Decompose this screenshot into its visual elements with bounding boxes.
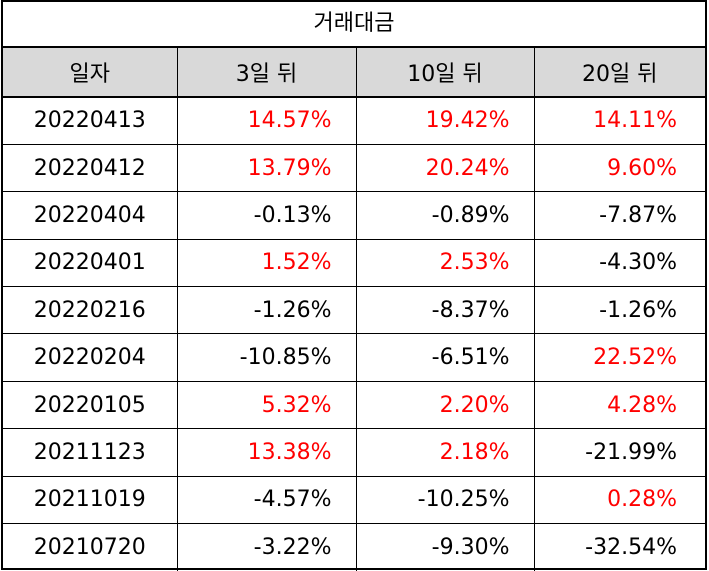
date-cell: 20220216 [3,286,178,335]
date-cell: 20220404 [3,191,178,240]
return-3-days-cell: -1.26% [177,286,357,335]
return-10-days-cell: 20.24% [356,144,535,193]
header-20-days-after: 20일 뒤 [534,48,705,98]
return-20-days-cell: -21.99% [534,428,705,477]
header-row: 일자 3일 뒤 10일 뒤 20일 뒤 [3,48,705,98]
return-3-days-cell: 1.52% [177,239,357,288]
return-3-days-cell: -0.13% [177,191,357,240]
return-20-days-cell: 14.11% [534,97,705,145]
date-cell: 20211123 [3,428,178,477]
return-10-days-cell: -10.25% [356,476,535,525]
date-cell: 20210720 [3,523,178,571]
header-10-days-after: 10일 뒤 [356,48,535,98]
return-10-days-cell: 2.18% [356,428,535,477]
return-3-days-cell: 14.57% [177,97,357,145]
return-20-days-cell: -32.54% [585,534,677,560]
table-row: 20220401 1.52% 2.53% -4.30% [3,239,705,288]
return-20-days-cell: -4.30% [534,239,705,288]
return-20-days-cell: 4.28% [534,381,705,430]
return-10-days-cell: -6.51% [356,333,535,382]
table-row: 20220413 14.57% 19.42% 14.11% [3,97,705,145]
table-row: 20220204 -10.85% -6.51% 22.52% [3,333,705,382]
return-3-days-cell: 5.32% [177,381,357,430]
return-20-days-cell: -7.87% [534,191,705,240]
table-row: 20220412 13.79% 20.24% 9.60% [3,144,705,193]
return-10-days-cell: -9.30% [356,523,535,571]
date-cell: 20211019 [3,476,178,525]
return-10-days-cell: -0.89% [356,191,535,240]
return-3-days-cell: -3.22% [177,523,357,571]
return-3-days-cell: 13.79% [177,144,357,193]
return-20-days-cell: -1.26% [534,286,705,335]
return-3-days-cell: 13.38% [177,428,357,477]
returns-table: 일자 3일 뒤 10일 뒤 20일 뒤 20220413 14.57% 19.42%… [3,48,705,571]
table-row: 20220216 -1.26% -8.37% -1.26% [3,286,705,335]
return-10-days-cell: -8.37% [356,286,535,335]
return-20-days-cell: 9.60% [534,144,705,193]
date-cell: 20220401 [3,239,178,288]
return-3-days-cell: -4.57% [177,476,357,525]
date-cell: 20220204 [3,333,178,382]
table-row: 20210720 -3.22% -9.30% -32.54% [3,523,705,571]
return-20-days-cell: 0.28% [534,476,705,525]
return-10-days-cell: 19.42% [356,97,535,145]
return-10-days-cell: 2.20% [356,381,535,430]
table-title: 거래대금 [3,2,705,48]
table-row: 20211123 13.38% 2.18% -21.99% [3,428,705,477]
header-3-days-after: 3일 뒤 [177,48,357,98]
return-20-days-cell: 22.52% [534,333,705,382]
table-row: 20220105 5.32% 2.20% 4.28% [3,381,705,430]
date-cell: 20220105 [3,381,178,430]
table-row: 20211019 -4.57% -10.25% 0.28% [3,476,705,525]
date-cell: 20220412 [3,144,178,193]
return-10-days-cell: 2.53% [356,239,535,288]
date-cell: 20220413 [3,97,178,145]
return-3-days-cell: -10.85% [177,333,357,382]
header-date: 일자 [3,48,178,98]
table-row: 20220404 -0.13% -0.89% -7.87% [3,191,705,240]
